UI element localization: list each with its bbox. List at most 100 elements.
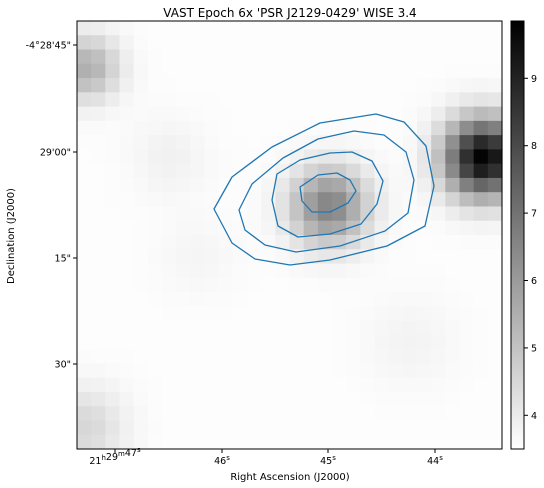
image-pixel: [374, 263, 390, 279]
image-pixel: [119, 406, 135, 422]
image-pixel: [261, 120, 276, 136]
image-pixel: [388, 35, 404, 51]
image-pixel: [275, 21, 291, 36]
image-pixel: [162, 249, 177, 265]
image-pixel: [218, 63, 234, 79]
image-pixel: [473, 377, 489, 393]
image-pixel: [218, 249, 234, 265]
image-pixel: [317, 277, 333, 293]
image-pixel: [77, 220, 92, 236]
image-pixel: [105, 320, 121, 336]
image-pixel: [289, 334, 305, 350]
image-pixel: [473, 192, 489, 208]
image-pixel: [232, 106, 248, 122]
image-pixel: [247, 220, 262, 236]
image-pixel: [261, 49, 276, 65]
image-pixel: [303, 35, 319, 51]
image-pixel: [445, 220, 461, 236]
image-pixel: [275, 277, 291, 293]
image-pixel: [204, 49, 220, 65]
image-pixel: [459, 306, 475, 322]
image-pixel: [247, 391, 262, 407]
image-pixel: [374, 292, 390, 307]
image-pixel: [176, 420, 191, 436]
image-pixel: [91, 377, 106, 393]
image-pixel: [445, 406, 461, 422]
image-pixel: [91, 192, 106, 208]
image-pixel: [459, 149, 475, 165]
image-pixel: [204, 306, 220, 322]
image-pixel: [77, 363, 92, 379]
image-pixel: [147, 434, 163, 450]
image-pixel: [417, 177, 432, 193]
image-pixel: [261, 434, 276, 450]
image-pixel: [445, 21, 461, 36]
image-pixel: [473, 120, 489, 136]
image-pixel: [119, 292, 135, 307]
image-pixel: [445, 49, 461, 65]
image-pixel: [147, 420, 163, 436]
image-pixel: [119, 263, 135, 279]
image-pixel: [431, 277, 446, 293]
image-pixel: [218, 292, 234, 307]
image-pixel: [232, 35, 248, 51]
image-pixel: [162, 35, 177, 51]
image-pixel: [332, 334, 347, 350]
image-pixel: [91, 263, 106, 279]
image-pixel: [162, 78, 177, 93]
image-pixel: [332, 120, 347, 136]
image-pixel: [176, 163, 191, 179]
image-pixel: [162, 106, 177, 122]
image-pixel: [232, 363, 248, 379]
image-pixel: [459, 35, 475, 51]
image-pixel: [487, 206, 503, 222]
image-pixel: [332, 263, 347, 279]
image-pixel: [459, 391, 475, 407]
image-pixel: [77, 163, 92, 179]
image-pixel: [232, 78, 248, 93]
image-pixel: [346, 334, 361, 350]
image-pixel: [402, 92, 418, 108]
image-pixel: [133, 349, 149, 364]
image-pixel: [317, 120, 333, 136]
image-pixel: [218, 35, 234, 51]
image-pixel: [487, 49, 503, 65]
colorbar: 4 5 6 7 8 9: [510, 20, 537, 450]
image-pixel: [162, 391, 177, 407]
image-pixel: [360, 334, 376, 350]
image-pixel: [232, 149, 248, 165]
image-pixel: [190, 220, 206, 236]
image-pixel: [204, 249, 220, 265]
image-pixel: [374, 320, 390, 336]
image-pixel: [289, 434, 305, 450]
image-pixel: [346, 377, 361, 393]
image-pixel: [289, 21, 305, 36]
image-pixel: [346, 363, 361, 379]
image-pixel: [431, 220, 446, 236]
image-pixel: [232, 292, 248, 307]
image-pixel: [261, 35, 276, 51]
image-pixel: [289, 320, 305, 336]
image-pixel: [388, 163, 404, 179]
image-pixel: [232, 49, 248, 65]
image-pixel: [91, 363, 106, 379]
image-pixel: [459, 177, 475, 193]
image-pixel: [303, 21, 319, 36]
image-pixel: [162, 277, 177, 293]
image-pixel: [431, 120, 446, 136]
image-pixel: [317, 163, 333, 179]
image-pixel: [105, 363, 121, 379]
image-pixel: [77, 349, 92, 364]
colorbar-tick-label: 7: [531, 209, 537, 220]
image-pixel: [133, 78, 149, 93]
image-pixel: [360, 406, 376, 422]
image-pixel: [77, 206, 92, 222]
image-pixel: [346, 235, 361, 250]
image-pixel: [147, 92, 163, 108]
image-pixel: [317, 235, 333, 250]
image-pixel: [218, 363, 234, 379]
image-pixel: [346, 78, 361, 93]
image-pixel: [275, 334, 291, 350]
image-pixel: [105, 120, 121, 136]
image-pixel: [388, 192, 404, 208]
